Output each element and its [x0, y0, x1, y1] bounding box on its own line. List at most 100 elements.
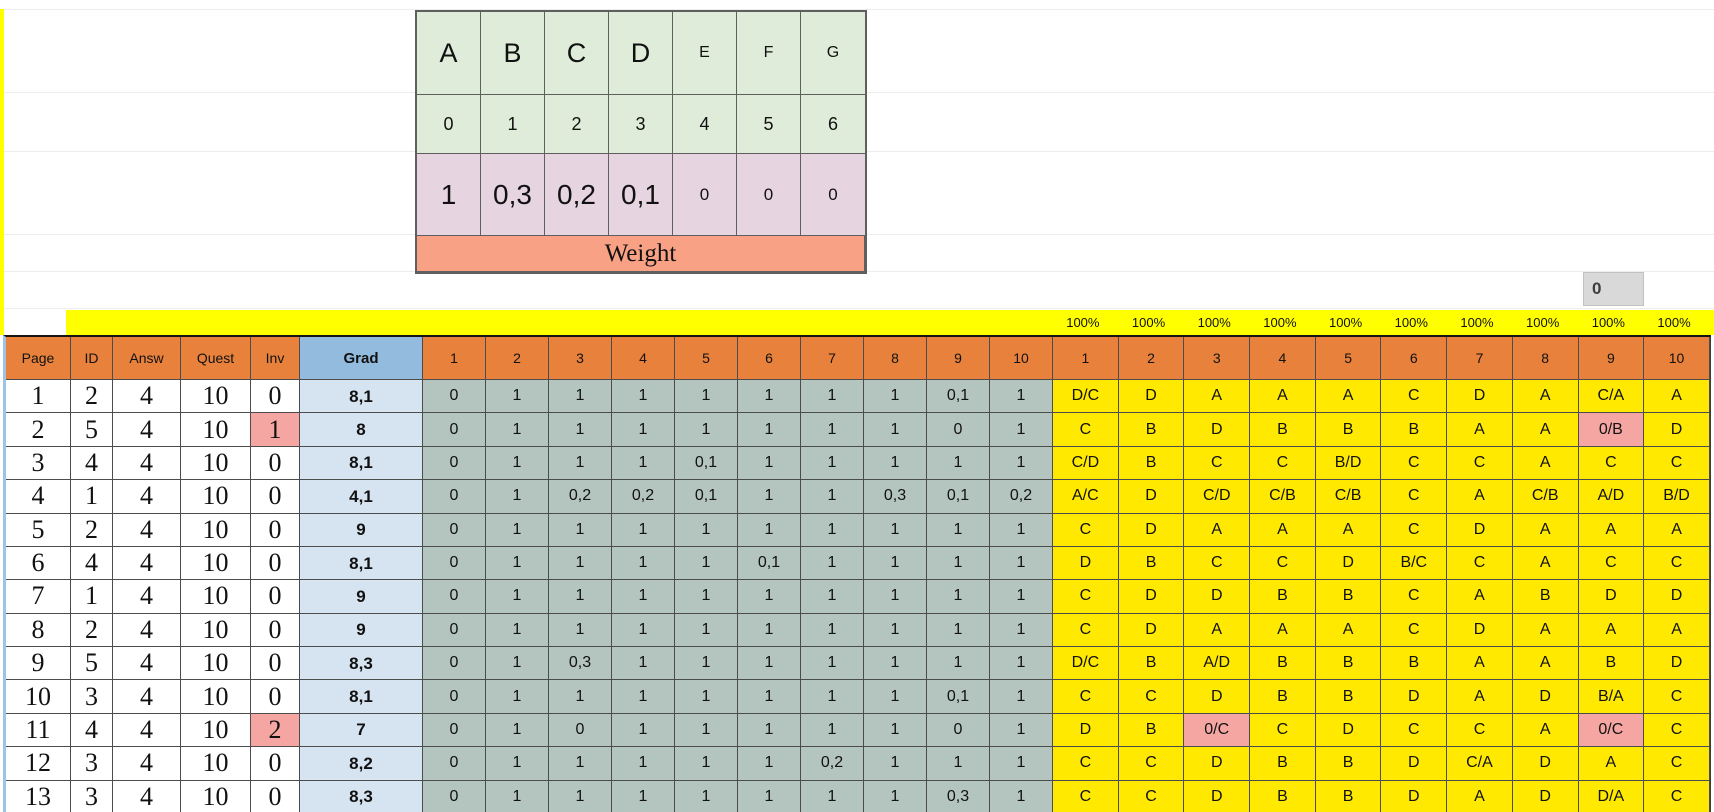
score-cell[interactable]: 1	[675, 546, 738, 581]
score-cell[interactable]: 1	[927, 513, 990, 547]
weight-index-cell[interactable]: 5	[737, 95, 801, 154]
score-cell[interactable]: 0	[423, 380, 486, 414]
score-cell[interactable]: 1	[612, 613, 675, 647]
inv-cell[interactable]: 0	[251, 680, 300, 714]
answ-cell[interactable]: 4	[113, 480, 181, 514]
answer-cell[interactable]: C	[1053, 580, 1119, 614]
answer-cell[interactable]: B	[1118, 647, 1185, 681]
answer-cell[interactable]: D	[1118, 613, 1185, 647]
score-cell[interactable]: 1	[864, 713, 927, 748]
weight-letter-cell[interactable]: B	[481, 12, 545, 95]
header-quest[interactable]: Quest	[181, 337, 251, 380]
header-question-number[interactable]: 6	[738, 337, 801, 380]
quest-cell[interactable]: 10	[181, 647, 251, 681]
score-cell[interactable]: 1	[612, 546, 675, 581]
score-cell[interactable]: 1	[675, 613, 738, 647]
inv-cell[interactable]: 0	[251, 513, 300, 547]
answer-cell[interactable]: C	[1053, 613, 1119, 647]
score-cell[interactable]: 0,2	[549, 480, 612, 514]
answ-cell[interactable]: 4	[113, 380, 181, 414]
id-cell[interactable]: 2	[71, 613, 113, 647]
inv-cell[interactable]: 0	[251, 380, 300, 414]
score-cell[interactable]: 1	[927, 446, 990, 481]
score-cell[interactable]: 1	[549, 446, 612, 481]
answer-cell[interactable]: D	[1118, 513, 1185, 547]
answer-cell[interactable]: C	[1644, 780, 1710, 812]
score-cell[interactable]: 0	[423, 647, 486, 681]
answer-cell[interactable]: C/A	[1447, 747, 1513, 781]
quest-cell[interactable]: 10	[181, 413, 251, 447]
page-cell[interactable]: 1	[6, 380, 71, 414]
header-answer-number[interactable]: 5	[1315, 337, 1382, 380]
answer-cell[interactable]: D	[1512, 780, 1579, 812]
answer-cell[interactable]: B	[1512, 580, 1579, 614]
score-cell[interactable]: 1	[801, 647, 864, 681]
header-answ[interactable]: Answ	[113, 337, 181, 380]
weight-letter-cell[interactable]: G	[801, 12, 865, 95]
header-question-number[interactable]: 1	[423, 337, 486, 380]
score-cell[interactable]: 1	[486, 780, 549, 812]
answer-cell[interactable]: B	[1381, 647, 1448, 681]
answer-cell[interactable]: C	[1644, 546, 1710, 581]
answer-cell[interactable]: A	[1512, 613, 1579, 647]
answer-cell[interactable]: C	[1053, 780, 1119, 812]
inv-cell[interactable]: 0	[251, 613, 300, 647]
answer-cell[interactable]: C	[1644, 680, 1710, 714]
answer-cell[interactable]: B	[1315, 680, 1382, 714]
answer-cell[interactable]: B	[1315, 413, 1382, 447]
answer-cell[interactable]: D	[1184, 580, 1251, 614]
answer-cell[interactable]: A	[1447, 647, 1513, 681]
answer-cell[interactable]: D	[1447, 380, 1513, 414]
answer-cell[interactable]: C	[1644, 446, 1710, 481]
score-cell[interactable]: 1	[549, 580, 612, 614]
page-cell[interactable]: 5	[6, 513, 71, 547]
score-cell[interactable]: 1	[864, 580, 927, 614]
inv-cell[interactable]: 0	[251, 446, 300, 481]
answer-cell[interactable]: B/A	[1578, 680, 1645, 714]
answer-cell[interactable]: D	[1184, 780, 1251, 812]
weight-value-cell[interactable]: 0	[801, 154, 865, 236]
score-cell[interactable]: 1	[549, 680, 612, 714]
score-cell[interactable]: 0,3	[927, 780, 990, 812]
score-cell[interactable]: 1	[738, 613, 801, 647]
answer-cell[interactable]: A	[1315, 513, 1382, 547]
score-cell[interactable]: 0	[927, 713, 990, 748]
score-cell[interactable]: 1	[486, 413, 549, 447]
score-cell[interactable]: 1	[801, 513, 864, 547]
answer-cell[interactable]: C	[1053, 513, 1119, 547]
score-cell[interactable]: 1	[864, 413, 927, 447]
page-cell[interactable]: 12	[6, 747, 71, 781]
score-cell[interactable]: 0,2	[801, 747, 864, 781]
answer-cell[interactable]: A	[1512, 413, 1579, 447]
score-cell[interactable]: 1	[612, 747, 675, 781]
inv-cell[interactable]: 0	[251, 780, 300, 812]
id-cell[interactable]: 4	[71, 546, 113, 581]
grad-cell[interactable]: 9	[300, 513, 423, 547]
answer-cell[interactable]: A	[1512, 380, 1579, 414]
weight-index-cell[interactable]: 6	[801, 95, 865, 154]
answer-cell[interactable]: D	[1118, 480, 1185, 514]
score-cell[interactable]: 1	[990, 613, 1053, 647]
answer-cell[interactable]: B	[1250, 680, 1316, 714]
percent-cell[interactable]: 100%	[1394, 315, 1428, 330]
answer-cell[interactable]: A	[1644, 513, 1710, 547]
score-cell[interactable]: 1	[990, 513, 1053, 547]
answer-cell[interactable]: D	[1512, 747, 1579, 781]
quest-cell[interactable]: 10	[181, 480, 251, 514]
answer-cell[interactable]: 0/C	[1184, 713, 1251, 748]
score-cell[interactable]: 1	[801, 713, 864, 748]
header-answer-number[interactable]: 7	[1447, 337, 1513, 380]
answer-cell[interactable]: C	[1118, 747, 1185, 781]
header-answer-number[interactable]: 3	[1184, 337, 1251, 380]
header-answer-number[interactable]: 9	[1578, 337, 1645, 380]
answer-cell[interactable]: B	[1250, 780, 1316, 812]
answer-cell[interactable]: C	[1250, 546, 1316, 581]
id-cell[interactable]: 2	[71, 513, 113, 547]
score-cell[interactable]: 1	[738, 413, 801, 447]
answer-cell[interactable]: B	[1118, 413, 1185, 447]
weight-value-cell[interactable]: 0	[673, 154, 737, 236]
answer-cell[interactable]: A	[1578, 747, 1645, 781]
answer-cell[interactable]: A	[1250, 613, 1316, 647]
quest-cell[interactable]: 10	[181, 747, 251, 781]
answ-cell[interactable]: 4	[113, 546, 181, 581]
